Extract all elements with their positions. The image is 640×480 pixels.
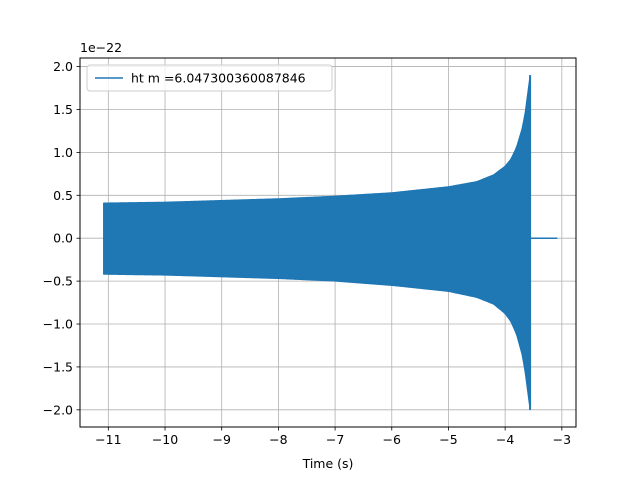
y-tick-label: −1.0 <box>43 317 73 332</box>
axes-frame <box>79 57 577 428</box>
legend-entry: ht m =6.047300360087846 <box>131 71 306 86</box>
y-ticks: −2.0 −1.5 −1.0 −0.5 0.0 0.5 1.0 1.5 2.0 <box>43 59 80 417</box>
x-tick-label: −7 <box>326 432 344 447</box>
y-offset-label: 1e−22 <box>80 40 122 55</box>
legend: ht m =6.047300360087846 <box>86 64 333 92</box>
waveform-envelope <box>103 75 531 410</box>
legend-box <box>86 64 333 92</box>
x-tick-label: −11 <box>95 432 121 447</box>
series-layer <box>103 75 558 410</box>
y-tick-label: 2.0 <box>53 59 73 74</box>
y-tick-label: 1.0 <box>53 145 73 160</box>
y-tick-label: −0.5 <box>43 274 73 289</box>
y-tick-label: −2.0 <box>43 402 73 417</box>
x-tick-label: −4 <box>496 432 514 447</box>
y-tick-label: 0.0 <box>53 231 73 246</box>
x-tick-label: −3 <box>553 432 571 447</box>
y-tick-label: 1.5 <box>53 102 73 117</box>
x-tick-label: −9 <box>212 432 230 447</box>
x-axis-label: Time (s) <box>302 456 354 471</box>
y-tick-label: −1.5 <box>43 359 73 374</box>
x-tick-label: −6 <box>383 432 401 447</box>
x-tick-label: −8 <box>269 432 287 447</box>
x-ticks: −11 −10 −9 −8 −7 −6 −5 −4 −3 <box>95 427 571 447</box>
y-tick-label: 0.5 <box>53 188 73 203</box>
x-tick-label: −10 <box>152 432 178 447</box>
x-tick-label: −5 <box>439 432 457 447</box>
